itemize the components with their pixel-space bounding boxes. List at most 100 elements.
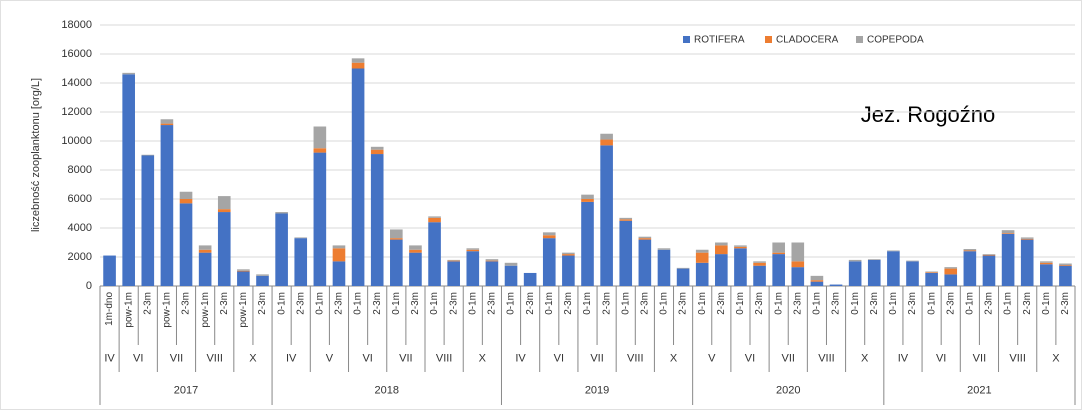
x-tick-label: 2-3m (907, 292, 918, 315)
month-label: VII (782, 352, 795, 364)
x-tick-label: pow-1m (238, 292, 249, 328)
bar-segment (294, 237, 308, 239)
annotation: Jez. Rogoźno (861, 102, 996, 127)
x-tick-label: 2-3m (1060, 292, 1071, 315)
bar-segment (542, 238, 556, 286)
bar-segment (1059, 263, 1072, 265)
month-label: VII (170, 352, 183, 364)
month-label: VII (973, 352, 986, 364)
bar-segment (1020, 238, 1034, 240)
x-tick-label: 0-1m (314, 292, 325, 315)
x-tick-label: 2-3m (334, 292, 345, 315)
bar-segment (542, 235, 556, 239)
bar-segment (810, 281, 824, 286)
bar-segment (122, 74, 135, 286)
bar-segment (734, 245, 747, 247)
bar-segment (313, 152, 327, 286)
bar-segment (523, 272, 537, 286)
bar-segment (217, 209, 231, 213)
bar-segment (217, 196, 231, 210)
x-tick-label: 2-3m (295, 292, 306, 315)
bar-segment (447, 261, 460, 286)
bar-segment (887, 250, 900, 252)
bar-segment (466, 251, 480, 286)
month-label: IV (286, 352, 297, 364)
bar-segment (867, 259, 881, 260)
bar-segment (485, 259, 499, 261)
month-label: X (861, 352, 869, 364)
bar-segment (657, 249, 671, 286)
bar-segment (1059, 264, 1072, 266)
x-tick-label: 0-1m (467, 292, 478, 315)
bar-segment (351, 62, 365, 69)
bar-segment (791, 261, 805, 268)
bar-segment (160, 125, 174, 286)
bar-segment (237, 271, 250, 286)
bar-segment (256, 274, 269, 276)
bar-segment (982, 254, 996, 256)
bar-segment (963, 250, 977, 252)
x-tick-label: 2-3m (142, 292, 153, 315)
bar-segment (390, 238, 403, 240)
x-tick-label: 0-1m (697, 292, 708, 315)
bar-segment (676, 268, 690, 286)
bar-segment (695, 249, 709, 253)
month-label: IV (898, 352, 909, 364)
bar-segment (409, 249, 422, 253)
bar-segment (963, 251, 977, 286)
x-tick-label: 2-3m (448, 292, 459, 315)
bar-segment (600, 133, 613, 140)
x-tick-label: 2-3m (487, 292, 498, 315)
month-label: X (1052, 352, 1060, 364)
bar-segment (600, 145, 613, 286)
bar-segment (829, 284, 843, 286)
bar-segment (370, 149, 384, 155)
bar-segment (887, 251, 900, 286)
bar-segment (848, 259, 862, 262)
bar-segment (562, 252, 575, 255)
legend-swatch (683, 36, 690, 43)
bar-segment (294, 238, 308, 286)
x-tick-label: 2-3m (525, 292, 536, 315)
bar-segment (542, 232, 556, 236)
bar-segment (1040, 264, 1053, 286)
bar-segment (332, 248, 346, 262)
month-label: X (479, 352, 487, 364)
legend-label: ROTIFERA (694, 35, 745, 46)
x-tick-label: 2-3m (563, 292, 574, 315)
year-label: 2021 (967, 384, 991, 396)
x-tick-label: 2-3m (678, 292, 689, 315)
bar-segment (600, 139, 613, 146)
x-tick-label: 2-3m (754, 292, 765, 315)
bar-segment (332, 245, 346, 249)
y-tick-label: 6000 (68, 193, 92, 205)
bar-segment (810, 275, 824, 281)
x-tick-label: 0-1m (544, 292, 555, 315)
bar-segment (466, 248, 480, 250)
legend-swatch (856, 36, 863, 43)
year-label: 2020 (776, 384, 800, 396)
bar-segment (428, 217, 441, 223)
y-tick-label: 2000 (68, 251, 92, 263)
bar-segment (1001, 230, 1015, 234)
month-label: X (670, 352, 678, 364)
bar-segment (562, 255, 575, 286)
month-label: VII (399, 352, 412, 364)
bar-segment (485, 260, 499, 262)
bar-segment (925, 272, 938, 286)
month-label: VIII (436, 352, 453, 364)
bar-segment (351, 58, 365, 63)
bar-segment (390, 229, 403, 239)
x-tick-label: 0-1m (850, 292, 861, 315)
x-tick-label: 0-1m (620, 292, 631, 315)
x-tick-label: 0-1m (391, 292, 402, 315)
bar-segment (237, 269, 250, 271)
x-tick-label: pow-1m (200, 292, 211, 328)
bar-segment (370, 146, 384, 150)
bar-segment (581, 199, 594, 202)
bar-segment (447, 260, 460, 262)
x-tick-label: 2-3m (219, 292, 230, 315)
x-tick-label: 0-1m (888, 292, 899, 315)
bar-segment (695, 262, 709, 286)
x-tick-label: 0-1m (812, 292, 823, 315)
